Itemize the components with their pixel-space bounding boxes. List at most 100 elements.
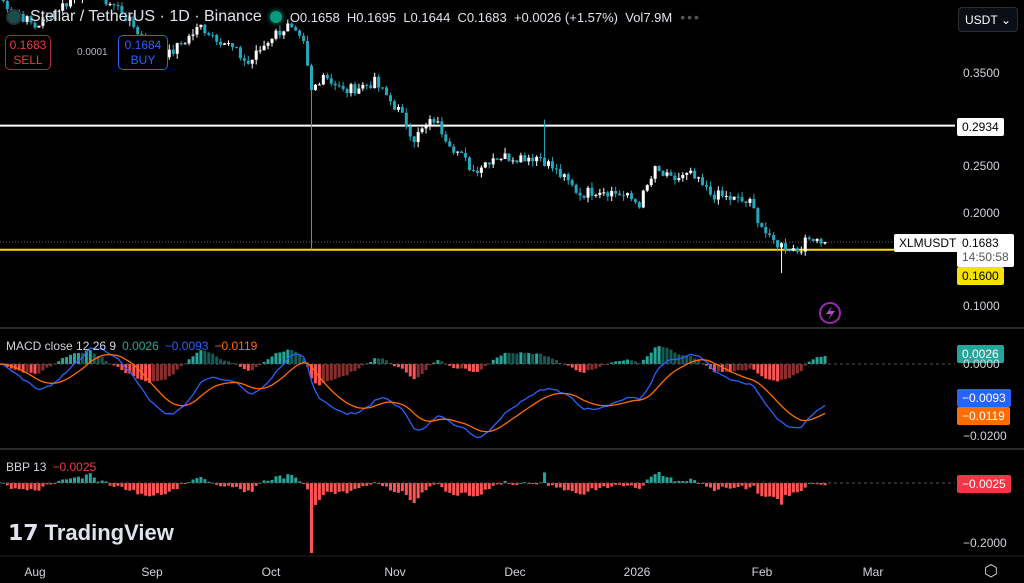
candle-body: [400, 106, 404, 113]
candle-body: [468, 157, 471, 170]
macd-histogram-bar: [21, 364, 25, 373]
candle-body: [53, 11, 57, 19]
candle-body: [681, 174, 685, 179]
candle-body: [21, 14, 25, 22]
bbp-bar: [440, 483, 444, 488]
candle-body: [712, 194, 716, 200]
bbp-bar: [132, 483, 136, 490]
macd-histogram-bar: [547, 356, 550, 364]
last-price: 0.1683: [962, 236, 999, 250]
bbp-bar: [266, 480, 270, 483]
macd-legend[interactable]: MACD close 12 26 9 0.0026 −0.0093 −0.0119: [6, 339, 257, 353]
bbp-bar: [444, 483, 448, 492]
symbol-tag: XLMUSDT: [894, 234, 962, 252]
buy-button[interactable]: 0.1684 BUY: [118, 35, 168, 70]
macd-histogram-bar: [464, 364, 468, 369]
bbp-bar: [298, 481, 302, 483]
currency-select[interactable]: USDT ⌄: [958, 7, 1018, 32]
bbp-bar: [554, 483, 558, 488]
bbp-bar: [468, 483, 471, 496]
macd-histogram-bar: [811, 359, 815, 364]
bbp-legend[interactable]: BBP 13 −0.0025: [6, 460, 96, 474]
more-icon[interactable]: •••: [680, 9, 701, 25]
tv-logo-icon: 𝟭𝟳: [8, 520, 39, 545]
bbp-bar: [448, 483, 452, 493]
candle-body: [436, 121, 440, 123]
chevron-down-icon: ⌄: [1000, 13, 1011, 27]
candle-body: [685, 173, 689, 175]
macd-histogram-bar: [49, 364, 53, 367]
bbp-bar: [428, 483, 432, 487]
buy-price: 0.1684: [124, 38, 162, 52]
tradingview-logo[interactable]: 𝟭𝟳 TradingView: [8, 520, 174, 546]
bbp-bar: [791, 483, 795, 493]
bbp-bar: [223, 483, 227, 487]
bbp-bar: [254, 483, 258, 486]
candle-body: [475, 170, 479, 173]
candle-body: [65, 3, 69, 7]
macd-histogram-bar: [112, 364, 116, 366]
bbp-bar: [302, 483, 306, 484]
macd-histogram-bar: [645, 356, 649, 364]
bbp-label: BBP 13: [6, 460, 47, 474]
sell-button[interactable]: 0.1683 SELL: [5, 35, 51, 70]
macd-histogram-bar: [33, 364, 37, 374]
candle-body: [219, 41, 223, 45]
bbp-bar: [665, 477, 669, 483]
macd-histogram-bar: [400, 364, 404, 369]
candle-body: [440, 121, 444, 135]
price-tick: 0.2000: [963, 206, 1000, 220]
macd-histogram-bar: [768, 364, 772, 380]
bbp-bar: [724, 483, 728, 488]
candle-body: [460, 151, 464, 154]
macd-histogram-bar: [408, 364, 412, 377]
bbp-bar: [432, 483, 436, 485]
bbp-bar: [420, 483, 424, 493]
candle-body: [515, 160, 519, 163]
macd-histogram-bar: [732, 364, 736, 372]
bbp-bar: [799, 483, 803, 492]
settings-icon[interactable]: ⬡: [984, 563, 998, 580]
bbp-bar: [203, 479, 207, 483]
bbp-bar: [25, 483, 29, 491]
macd-histogram-bar: [389, 362, 392, 364]
candle-body: [258, 50, 262, 52]
symbol-title[interactable]: Stellar / TetherUS · 1D · Binance: [30, 8, 262, 25]
candle-body: [246, 60, 250, 64]
stellar-logo-icon: [6, 9, 22, 25]
macd-histogram-bar: [128, 364, 132, 374]
candle-body: [262, 45, 266, 51]
candle-body: [227, 43, 231, 45]
bbp-bar: [547, 483, 550, 486]
candle-body: [183, 43, 187, 45]
macd-histogram-bar: [511, 353, 515, 364]
bbp-bar: [215, 483, 219, 485]
macd-histogram-bar: [96, 355, 100, 364]
candle-body: [606, 192, 610, 197]
macd-histogram-bar: [432, 362, 436, 364]
bbp-bar: [543, 472, 547, 483]
candle-body: [223, 43, 227, 45]
macd-histogram-bar: [329, 364, 333, 381]
macd-histogram-bar: [697, 359, 701, 364]
bbp-bar: [618, 483, 622, 485]
candle-body: [404, 112, 408, 127]
bbp-bar: [602, 483, 606, 487]
candle-body: [290, 23, 294, 28]
candle-body: [645, 185, 649, 191]
candle-body: [108, 4, 112, 6]
candle-body: [310, 65, 313, 91]
candle-body: [471, 169, 475, 171]
bbp-bar: [756, 483, 760, 494]
bbp-bar: [345, 483, 349, 494]
macd-line: [0, 347, 826, 439]
candle-body: [199, 24, 203, 28]
macd-histogram-bar: [238, 364, 242, 367]
macd-histogram-bar: [420, 364, 424, 374]
bbp-bar: [807, 482, 811, 484]
candle-body: [325, 74, 329, 79]
candle-body: [736, 196, 740, 198]
bbp-bar: [207, 481, 211, 483]
bbp-bar: [112, 483, 116, 487]
